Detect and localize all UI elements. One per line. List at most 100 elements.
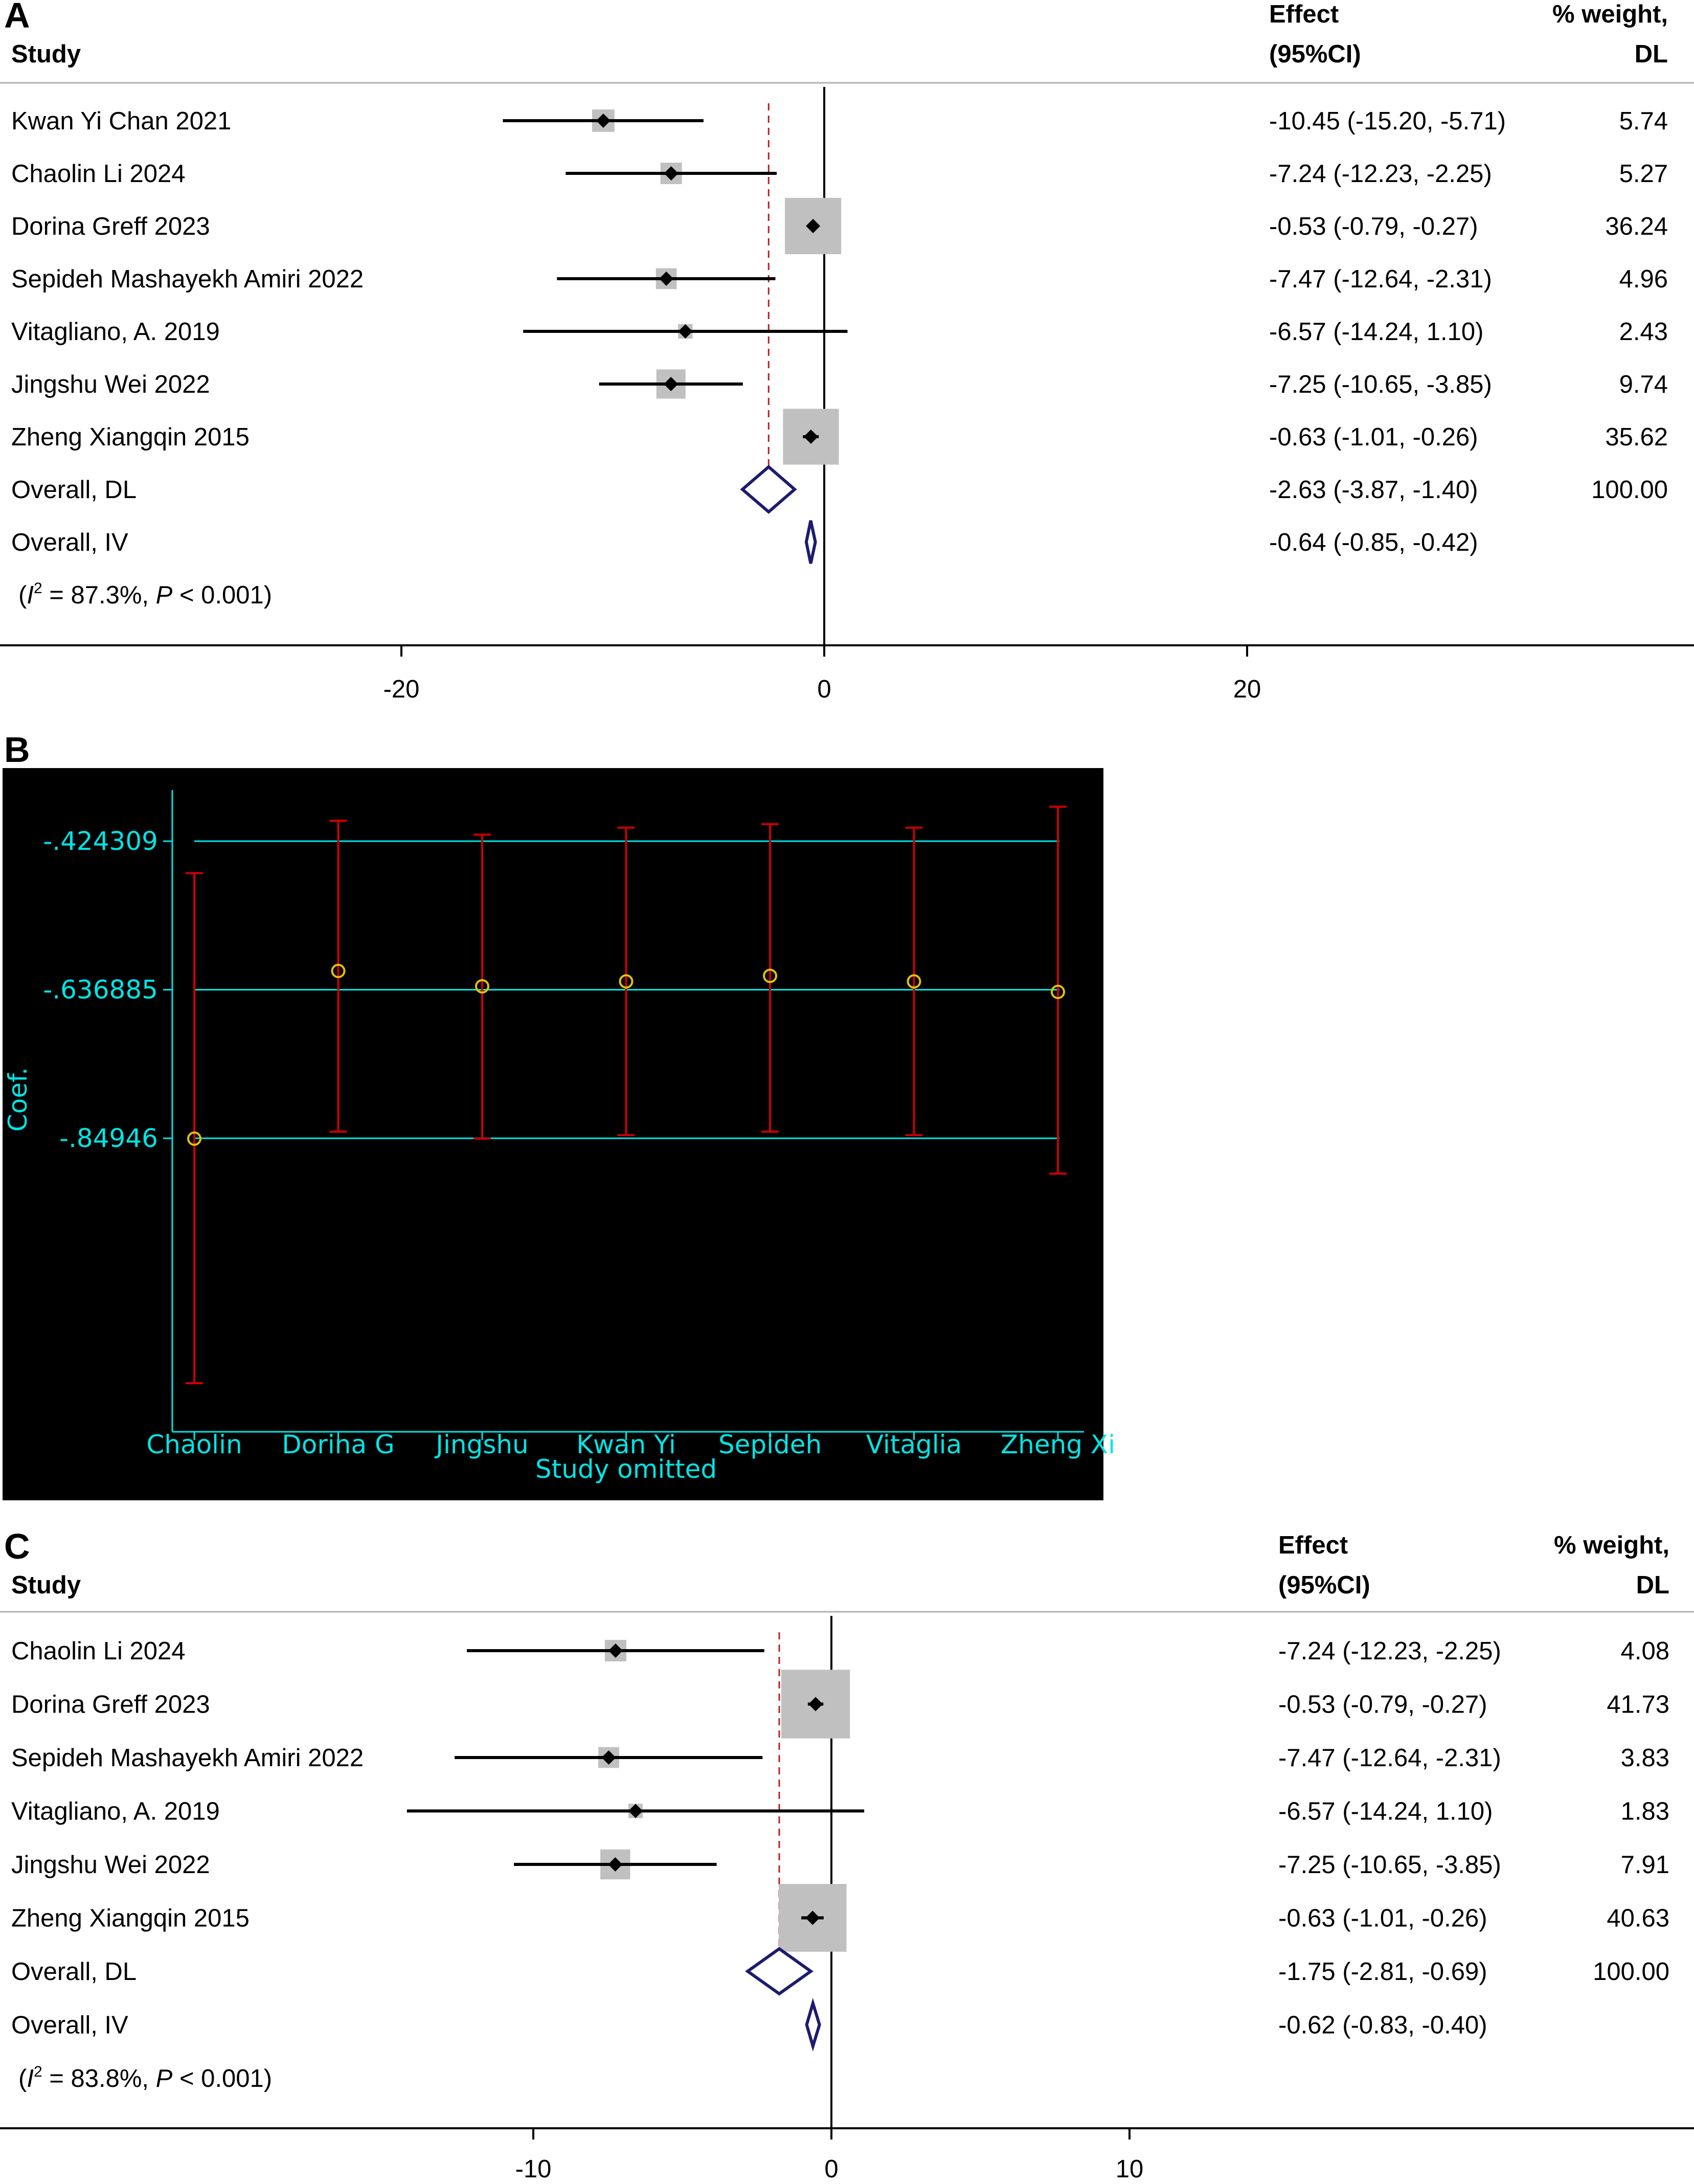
weight-value: 2.43 — [1619, 318, 1668, 346]
x-tick-label: Dorina G — [282, 1430, 395, 1459]
point-estimate-marker — [659, 272, 674, 286]
header-weight-method: DL — [1635, 40, 1668, 68]
point-estimate-marker — [806, 219, 821, 233]
coef-marker — [475, 979, 489, 994]
effect-ci-value: -0.63 (-1.01, -0.26) — [1278, 1905, 1487, 1932]
study-label: Zheng Xiangqin 2015 — [11, 423, 250, 451]
x-tick-label: Kwan Yi — [576, 1430, 676, 1459]
coef-marker — [1051, 984, 1065, 999]
effect-ci-value: -10.45 (-15.20, -5.71) — [1269, 107, 1506, 135]
panel-a-forest-plot: A Study Effect (95%CI) % weight, DL Kwan Yi Ch… — [0, 0, 1694, 703]
pooled-diamond — [745, 1947, 814, 1996]
effect-ci-value: -7.24 (-12.23, -2.25) — [1278, 1637, 1501, 1665]
point-estimate-marker — [803, 430, 818, 444]
effect-ci-value: -7.24 (-12.23, -2.25) — [1269, 160, 1492, 188]
weight-value: 36.24 — [1605, 213, 1668, 240]
point-estimate-marker — [808, 1697, 823, 1712]
plot-background — [3, 768, 1103, 1500]
x-tick-label: Chaolin — [146, 1430, 242, 1459]
weight-value: 9.74 — [1619, 371, 1668, 398]
effect-ci-value: -6.57 (-14.24, 1.10) — [1269, 318, 1483, 346]
overall-label: Overall, IV — [11, 2012, 128, 2039]
point-estimate-marker — [678, 324, 693, 339]
overall-label: Overall, DL — [11, 1958, 137, 1986]
weight-value: 4.08 — [1621, 1637, 1669, 1665]
weight-value: 5.27 — [1619, 160, 1668, 188]
x-axis-title: Study omitted — [535, 1454, 717, 1484]
panel-c-forest-plot: C Study Effect (95%CI) % weight, DL Chaolin Li… — [0, 1526, 1694, 2183]
x-tick-label: Vitaglia — [866, 1430, 962, 1459]
study-label: Sepideh Mashayekh Amiri 2022 — [11, 265, 364, 293]
y-axis-title: Coef. — [3, 1067, 33, 1132]
y-tick-label: -.424309 — [43, 826, 158, 856]
x-tick-label: 20 — [1233, 676, 1261, 703]
coef-marker — [763, 969, 777, 983]
y-tick-label: -.636885 — [43, 975, 158, 1005]
weight-value: 35.62 — [1605, 423, 1668, 451]
header-study: Study — [11, 1571, 81, 1599]
heterogeneity-stat: (I2 = 87.3%, P < 0.001) — [18, 580, 272, 609]
effect-ci-value: -0.53 (-0.79, -0.27) — [1269, 213, 1478, 240]
overall-label: Overall, IV — [11, 529, 128, 556]
point-estimate-marker — [664, 166, 679, 181]
study-label: Vitagliano, A. 2019 — [11, 1798, 220, 1826]
point-estimate-marker — [664, 377, 679, 391]
overall-weight: 100.00 — [1593, 1958, 1669, 1986]
x-tick-label: 0 — [817, 676, 831, 703]
coef-marker — [619, 974, 634, 989]
effect-ci-value: -7.47 (-12.64, -2.31) — [1269, 265, 1492, 293]
pooled-diamond — [805, 1998, 821, 2052]
study-label: Jingshu Wei 2022 — [11, 1851, 210, 1879]
study-label: Dorina Greff 2023 — [11, 1691, 210, 1719]
weight-value: 41.73 — [1607, 1691, 1669, 1719]
effect-ci-value: -7.25 (-10.65, -3.85) — [1278, 1851, 1501, 1879]
effect-ci-value: -7.25 (-10.65, -3.85) — [1269, 371, 1492, 398]
study-label: Kwan Yi Chan 2021 — [11, 107, 231, 135]
coef-marker — [187, 1131, 201, 1146]
study-label: Chaolin Li 2024 — [11, 1637, 186, 1665]
header-ci: (95%CI) — [1278, 1571, 1370, 1599]
x-tick-label: -20 — [383, 676, 420, 703]
study-label: Vitagliano, A. 2019 — [11, 318, 220, 346]
header-effect: Effect — [1269, 1, 1339, 28]
effect-ci-value: -6.57 (-14.24, 1.10) — [1278, 1798, 1493, 1826]
coef-marker — [907, 974, 921, 989]
x-tick-label: 10 — [1116, 2155, 1144, 2183]
effect-ci-value: -7.47 (-12.64, -2.31) — [1278, 1744, 1501, 1772]
x-tick-label: Sepideh — [718, 1430, 822, 1459]
study-label: Zheng Xiangqin 2015 — [11, 1905, 250, 1932]
heterogeneity-stat: (I2 = 83.8%, P < 0.001) — [18, 2063, 272, 2092]
weight-value: 40.63 — [1607, 1905, 1669, 1932]
study-label: Dorina Greff 2023 — [11, 213, 210, 240]
header-weight-method: DL — [1636, 1571, 1669, 1599]
header-study: Study — [11, 40, 81, 68]
weight-value: 4.96 — [1619, 265, 1668, 293]
x-tick-label: 0 — [824, 2155, 838, 2183]
overall-label: Overall, DL — [11, 476, 137, 504]
pooled-diamond — [740, 465, 797, 514]
overall-effect-ci: -1.75 (-2.81, -0.69) — [1278, 1958, 1487, 1986]
overall-effect-ci: -0.62 (-0.83, -0.40) — [1278, 2012, 1487, 2039]
x-tick-label: Jingshu — [434, 1430, 529, 1459]
effect-ci-value: -0.63 (-1.01, -0.26) — [1269, 423, 1478, 451]
overall-effect-ci: -0.64 (-0.85, -0.42) — [1269, 529, 1478, 556]
header-weight: % weight, — [1554, 1532, 1669, 1559]
weight-value: 3.83 — [1621, 1744, 1669, 1772]
point-estimate-marker — [608, 1857, 623, 1872]
point-estimate-marker — [628, 1804, 643, 1818]
study-label: Sepideh Mashayekh Amiri 2022 — [11, 1744, 364, 1772]
weight-value: 5.74 — [1619, 107, 1668, 135]
point-estimate-marker — [596, 114, 611, 128]
x-tick-label: -10 — [515, 2155, 552, 2183]
point-estimate-marker — [601, 1750, 616, 1765]
overall-effect-ci: -2.63 (-3.87, -1.40) — [1269, 476, 1478, 504]
coef-marker — [331, 963, 346, 978]
study-label: Chaolin Li 2024 — [11, 160, 186, 188]
point-estimate-marker — [805, 1910, 820, 1925]
panel-label: C — [4, 1526, 30, 1566]
header-weight: % weight, — [1552, 1, 1668, 28]
panel-label: A — [4, 0, 30, 35]
header-ci: (95%CI) — [1269, 40, 1361, 68]
pooled-diamond — [804, 520, 817, 564]
